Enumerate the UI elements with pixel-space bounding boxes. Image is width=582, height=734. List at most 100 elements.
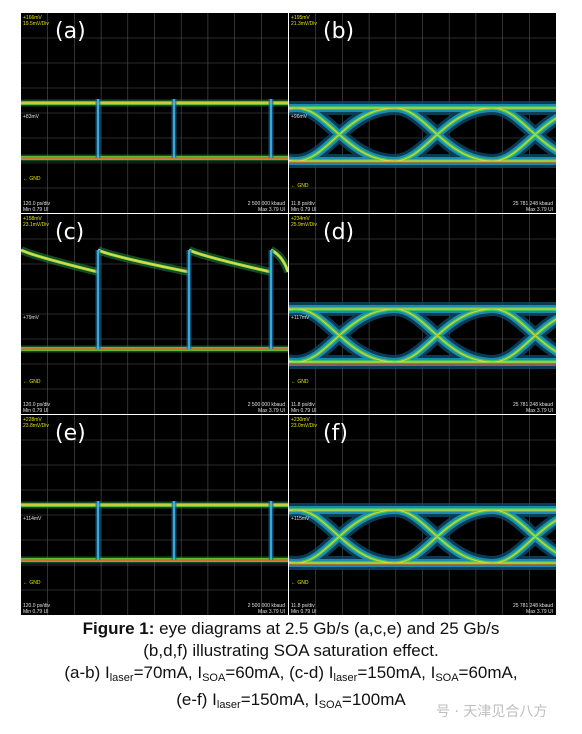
scale-div: 19.5mV/Div — [23, 21, 49, 27]
scale-top: +228mV 23.8mV/Div — [23, 417, 49, 429]
ui-max: Max 3.79 UI — [526, 609, 553, 615]
baud: 25 781 248 kbaud — [512, 201, 553, 207]
ui-max: Max 3.79 UI — [258, 408, 285, 414]
caption-text-1: eye diagrams at 2.5 Gb/s (a,c,e) and 25 … — [154, 619, 500, 638]
scale-mid: +114mV — [23, 516, 42, 522]
gnd-marker: ← GND — [23, 580, 41, 586]
eye-core — [289, 509, 556, 564]
cap-sub: laser — [109, 672, 134, 684]
scale-top: +195mV 21.3mV/Div — [291, 15, 317, 27]
caption-line-4: (e-f) Ilaser=150mA, ISOA=100mA — [0, 689, 582, 716]
scale-max: +158mV — [23, 216, 42, 222]
panel-d: (d) +234mV 25.9mV/Div +117mV ← GND 11.8 p… — [289, 214, 556, 414]
time-div: 11.8 ps/div — [291, 603, 315, 609]
scale-top: +234mV 25.9mV/Div — [291, 216, 317, 228]
cap-seg: =150mA, I — [240, 690, 319, 709]
cap-sub: SOA — [318, 699, 342, 711]
scale-max: +228mV — [23, 417, 42, 423]
ui-max: Max 3.79 UI — [258, 609, 285, 615]
time-info: 11.8 ps/div Min 0.79 UI — [291, 402, 317, 414]
trace-top-core — [21, 249, 288, 273]
time-div: 120.0 ps/div — [23, 201, 50, 207]
panel-label: (c) — [55, 220, 85, 245]
panel-a: (a) +166mV 19.5mV/Div +83mV ← GND 120.0 p… — [21, 13, 288, 213]
gnd-label: GND — [29, 176, 41, 182]
cap-seg: =60mA, — [458, 663, 518, 682]
time-div: 11.8 ps/div — [291, 201, 315, 207]
ui-min: Min 0.79 UI — [23, 207, 49, 213]
rate-info: 25 781 248 kbaud Max 3.79 UI — [513, 402, 553, 414]
eye-diagram-c — [21, 214, 288, 414]
scale-mid: +96mV — [291, 114, 307, 120]
panel-label: (b) — [323, 19, 355, 44]
figure-caption: Figure 1: eye diagrams at 2.5 Gb/s (a,c,… — [0, 618, 582, 716]
watermark-text: 号 · 天津见合八方 — [436, 704, 548, 720]
scale-div: 23.0mV/Div — [291, 423, 317, 429]
cap-seg: (e-f) I — [176, 690, 217, 709]
panel-label: (f) — [323, 421, 348, 446]
rate-info: 25 781 248 kbaud Max 3.79 UI — [513, 603, 553, 615]
panel-e: (e) +228mV 23.8mV/Div +114mV ← GND 120.0 … — [21, 415, 288, 615]
ui-max: Max 3.79 UI — [258, 207, 285, 213]
gnd-marker: ← GND — [23, 379, 41, 385]
eye-core — [289, 308, 556, 363]
scale-mid: +115mV — [291, 516, 310, 522]
baud: 25 781 248 kbaud — [512, 603, 553, 609]
panel-f: (f) +230mV 23.0mV/Div +115mV ← GND 11.8 p… — [289, 415, 556, 615]
ui-min: Min 0.79 UI — [291, 207, 317, 213]
panel-c: (c) +158mV 23.1mV/Div +79mV ← GND 120.0 p… — [21, 214, 288, 414]
gnd-marker: ← GND — [291, 379, 309, 385]
caption-line-1: Figure 1: eye diagrams at 2.5 Gb/s (a,c,… — [0, 618, 582, 640]
gnd-label: GND — [297, 580, 309, 586]
scale-max: +230mV — [291, 417, 310, 423]
cap-seg: =70mA, I — [133, 663, 203, 682]
baud: 2 500 000 kbaud — [247, 603, 285, 609]
eye-diagram-b — [289, 13, 556, 213]
ui-min: Min 0.79 UI — [23, 609, 49, 615]
ui-min: Min 0.79 UI — [291, 408, 317, 414]
cap-sub: laser — [333, 672, 358, 684]
panel-label: (d) — [323, 220, 355, 245]
ui-max: Max 3.79 UI — [526, 408, 553, 414]
eye-core — [289, 107, 556, 162]
time-div: 120.0 ps/div — [23, 402, 50, 408]
rate-info: 2 500 000 kbaud Max 3.79 UI — [248, 402, 285, 414]
gnd-marker: ← GND — [291, 183, 309, 189]
scale-mid: +83mV — [23, 114, 39, 120]
scale-max: +195mV — [291, 15, 310, 21]
scale-top: +166mV 19.5mV/Div — [23, 15, 49, 27]
cap-sub: SOA — [202, 672, 226, 684]
scale-div: 23.8mV/Div — [23, 423, 49, 429]
time-info: 11.8 ps/div Min 0.79 UI — [291, 201, 317, 213]
baud: 25 781 248 kbaud — [512, 402, 553, 408]
baud: 2 500 000 kbaud — [247, 402, 285, 408]
cap-sub: laser — [216, 699, 241, 711]
gnd-marker: ← GND — [23, 176, 41, 182]
eye-diagram-d — [289, 214, 556, 414]
gnd-marker: ← GND — [291, 580, 309, 586]
caption-line-2: (b,d,f) illustrating SOA saturation effe… — [143, 641, 439, 660]
scale-div: 23.1mV/Div — [23, 222, 49, 228]
gnd-label: GND — [297, 183, 309, 189]
panel-b: (b) +195mV 21.3mV/Div +96mV ← GND 11.8 ps… — [289, 13, 556, 213]
scale-mid: +117mV — [291, 315, 310, 321]
time-info: 120.0 ps/div Min 0.79 UI — [23, 402, 50, 414]
scale-max: +166mV — [23, 15, 42, 21]
panel-label: (e) — [55, 421, 86, 446]
scale-top: +230mV 23.0mV/Div — [291, 417, 317, 429]
panel-label: (a) — [55, 19, 86, 44]
scale-div: 21.3mV/Div — [291, 21, 317, 27]
ui-max: Max 3.79 UI — [526, 207, 553, 213]
scale-max: +234mV — [291, 216, 310, 222]
gnd-label: GND — [29, 580, 41, 586]
rate-info: 2 500 000 kbaud Max 3.79 UI — [248, 201, 285, 213]
cap-seg: =150mA, I — [357, 663, 436, 682]
eye-diagram-a — [21, 13, 288, 213]
time-div: 120.0 ps/div — [23, 603, 50, 609]
scale-top: +158mV 23.1mV/Div — [23, 216, 49, 228]
cap-sub: SOA — [435, 672, 459, 684]
ui-min: Min 0.79 UI — [23, 408, 49, 414]
eye-diagram-f — [289, 415, 556, 615]
rate-info: 25 781 248 kbaud Max 3.79 UI — [513, 201, 553, 213]
grid — [21, 13, 288, 213]
